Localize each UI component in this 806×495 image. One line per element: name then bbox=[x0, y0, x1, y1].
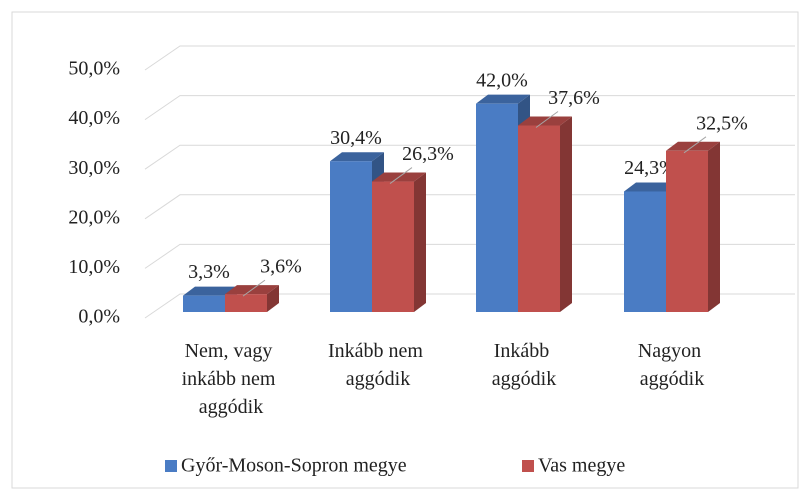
bar-top bbox=[476, 94, 530, 104]
grid-line bbox=[144, 243, 795, 269]
x-tick-label: Inkább aggódik bbox=[492, 340, 556, 390]
leader-line bbox=[389, 167, 413, 184]
x-tick-label-line: Nem, vagy bbox=[185, 340, 278, 362]
y-tick-label: 20,0% bbox=[68, 206, 120, 228]
legend-label: Vas megye bbox=[538, 455, 625, 477]
x-tick-label-line: Nagyon bbox=[638, 340, 706, 362]
grid-line bbox=[144, 293, 795, 319]
x-tick-label-line: aggódik bbox=[199, 396, 263, 418]
bar bbox=[225, 285, 279, 312]
data-label: 37,6% bbox=[548, 87, 600, 109]
legend-label: Győr-Moson-Sopron megye bbox=[181, 455, 407, 477]
x-tick-label-line: aggódik bbox=[640, 368, 704, 390]
bar-side bbox=[708, 141, 720, 312]
y-tick-label: 30,0% bbox=[68, 157, 120, 179]
x-tick-label: Nem, vagy inkább nem aggódik bbox=[182, 340, 281, 418]
bar-front bbox=[624, 191, 666, 312]
grid-line bbox=[144, 194, 795, 220]
bar-front bbox=[183, 295, 225, 312]
bar-front bbox=[372, 181, 414, 312]
data-label: 3,3% bbox=[188, 261, 230, 283]
bar-front bbox=[518, 125, 560, 312]
x-tick-label-line: Inkább nem bbox=[328, 340, 428, 362]
bar-top bbox=[183, 286, 237, 296]
grid-line bbox=[144, 144, 795, 170]
x-tick-label-line: inkább nem bbox=[182, 368, 281, 390]
grid-line bbox=[144, 95, 795, 121]
leader-line bbox=[535, 111, 559, 128]
x-tick-label: Nagyon aggódik bbox=[638, 340, 706, 390]
bar-side bbox=[560, 116, 572, 312]
bar-top bbox=[624, 182, 678, 192]
x-tick-label-line: aggódik bbox=[346, 368, 410, 390]
data-label: 30,4% bbox=[330, 127, 382, 149]
y-tick-label: 0,0% bbox=[78, 306, 120, 328]
bar-top bbox=[330, 152, 384, 162]
y-tick-label: 10,0% bbox=[68, 256, 120, 278]
bar bbox=[666, 141, 720, 312]
x-tick-label-line: aggódik bbox=[492, 368, 556, 390]
leader-line bbox=[242, 279, 266, 297]
leader-line bbox=[683, 136, 707, 154]
data-label: 3,6% bbox=[260, 256, 302, 278]
y-tick-label: 40,0% bbox=[68, 107, 120, 129]
bar-front bbox=[666, 150, 708, 312]
data-label: 32,5% bbox=[696, 112, 748, 134]
bar-front bbox=[225, 294, 267, 312]
data-label: 26,3% bbox=[402, 143, 454, 165]
bar-front bbox=[476, 103, 518, 313]
bar-side bbox=[267, 285, 279, 312]
grid-line bbox=[144, 45, 795, 71]
legend-swatch bbox=[165, 460, 177, 472]
data-label: 24,3% bbox=[624, 157, 676, 179]
bar-side bbox=[414, 172, 426, 312]
bar bbox=[518, 116, 572, 312]
legend-swatch bbox=[522, 460, 534, 472]
bar-front bbox=[330, 161, 372, 312]
data-label: 42,0% bbox=[476, 69, 528, 91]
x-tick-label-line: Inkább bbox=[494, 340, 555, 362]
bar bbox=[372, 172, 426, 312]
x-tick-label: Inkább nem aggódik bbox=[328, 340, 428, 390]
y-tick-label: 50,0% bbox=[68, 58, 120, 80]
